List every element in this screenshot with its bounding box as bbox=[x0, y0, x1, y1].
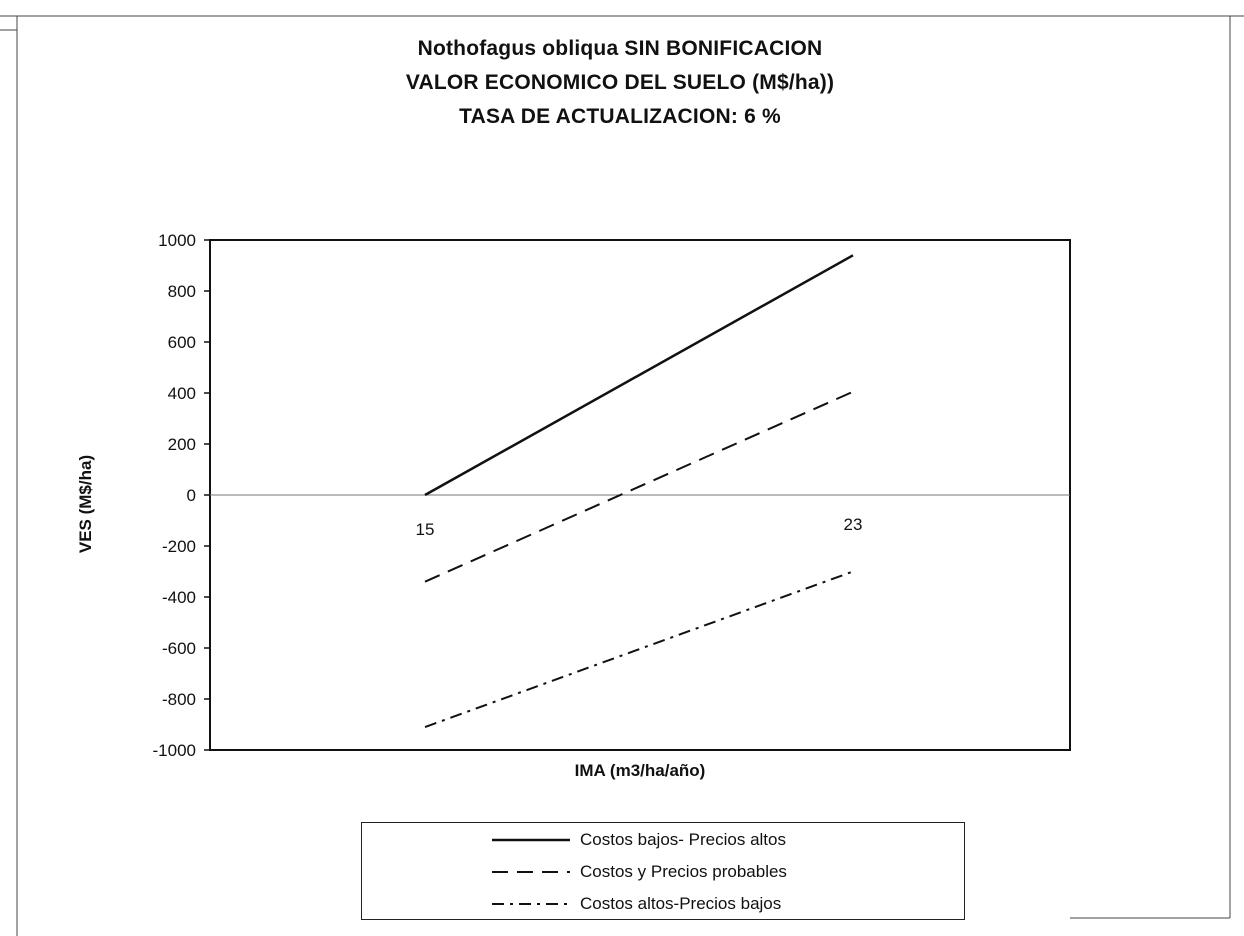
legend: Costos bajos- Precios altos Costos y Pre… bbox=[361, 822, 965, 920]
y-tick-label: 600 bbox=[168, 333, 196, 352]
legend-item-3: Costos altos-Precios bajos bbox=[362, 892, 966, 918]
legend-label-2: Costos y Precios probables bbox=[580, 862, 787, 881]
legend-swatch-dashed bbox=[492, 871, 570, 873]
title-line-1: Nothofagus obliqua SIN BONIFICACION bbox=[417, 37, 823, 60]
series-line-3 bbox=[424, 570, 854, 728]
legend-swatch-solid bbox=[492, 838, 570, 842]
y-tick-label: -800 bbox=[162, 690, 196, 709]
y-axis-label: VES (M$/ha) bbox=[76, 454, 95, 554]
y-tick-label: -1000 bbox=[153, 741, 196, 760]
series-line-2 bbox=[424, 390, 854, 583]
y-tick-label: 800 bbox=[168, 282, 196, 301]
title-line-3: TASA DE ACTUALIZACION: 6 % bbox=[459, 105, 781, 128]
title-line-2: VALOR ECONOMICO DEL SUELO (M$/ha)) bbox=[405, 71, 835, 94]
x-tick-label: 23 bbox=[844, 515, 863, 534]
x-tick-label: 15 bbox=[416, 520, 435, 539]
y-tick-group: 1000 800 600 400 200 0 -200 -400 -600 -800 -1000 bbox=[153, 231, 210, 760]
y-tick-label: -600 bbox=[162, 639, 196, 658]
legend-item-1: Costos bajos- Precios altos bbox=[362, 828, 966, 854]
legend-swatch-dashdot bbox=[492, 903, 570, 905]
y-tick-label: -200 bbox=[162, 537, 196, 556]
y-tick-label: 0 bbox=[187, 486, 196, 505]
series-group bbox=[424, 254, 854, 728]
y-tick-label: 400 bbox=[168, 384, 196, 403]
x-tick-group: 15 23 bbox=[416, 515, 863, 539]
y-tick-label: -400 bbox=[162, 588, 196, 607]
y-tick-label: 1000 bbox=[158, 231, 196, 250]
legend-label-1: Costos bajos- Precios altos bbox=[580, 830, 786, 849]
legend-label-3: Costos altos-Precios bajos bbox=[580, 894, 782, 913]
x-axis-label: IMA (m3/ha/año) bbox=[574, 761, 706, 780]
series-line-1 bbox=[424, 254, 854, 497]
legend-item-2: Costos y Precios probables bbox=[362, 860, 966, 886]
y-tick-label: 200 bbox=[168, 435, 196, 454]
